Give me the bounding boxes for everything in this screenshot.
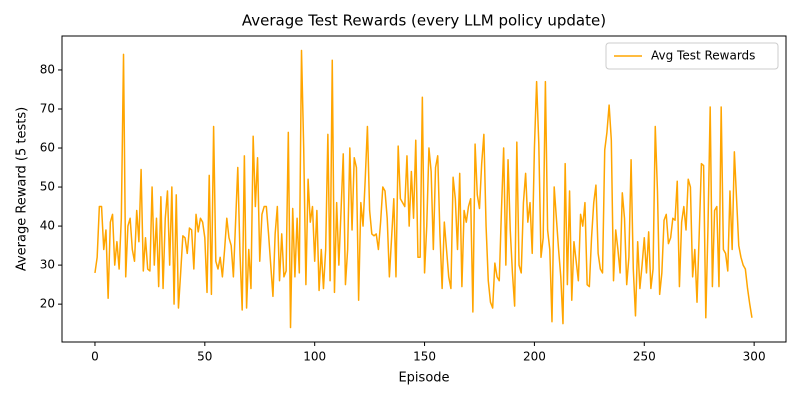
x-axis-label: Episode <box>398 371 449 386</box>
x-tick-label: 0 <box>91 350 99 364</box>
data-line <box>94 49 753 329</box>
y-tick-label: 30 <box>40 258 55 272</box>
y-tick-label: 80 <box>40 62 55 76</box>
legend-label: Avg Test Rewards <box>651 49 755 63</box>
x-tick-label: 300 <box>743 350 766 364</box>
y-axis-label: Average Reward (5 tests) <box>15 107 30 271</box>
y-tick-label: 50 <box>40 180 55 194</box>
y-tick-label: 40 <box>40 219 55 233</box>
plot-frame <box>61 35 787 343</box>
x-tick-label: 200 <box>523 350 546 364</box>
x-tick-label: 100 <box>303 350 326 364</box>
chart-title: Average Test Rewards (every LLM policy u… <box>242 12 606 30</box>
x-tick-label: 50 <box>197 350 212 364</box>
y-tick-label: 70 <box>40 101 55 115</box>
x-tick-label: 250 <box>633 350 656 364</box>
legend-box <box>605 42 779 70</box>
y-tick-label: 20 <box>40 297 55 311</box>
x-tick-label: 150 <box>413 350 436 364</box>
y-tick-label: 60 <box>40 141 55 155</box>
